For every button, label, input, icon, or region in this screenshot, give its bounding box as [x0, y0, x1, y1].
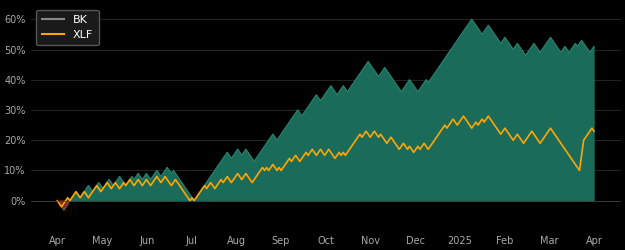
Legend: BK, XLF: BK, XLF [36, 10, 99, 45]
